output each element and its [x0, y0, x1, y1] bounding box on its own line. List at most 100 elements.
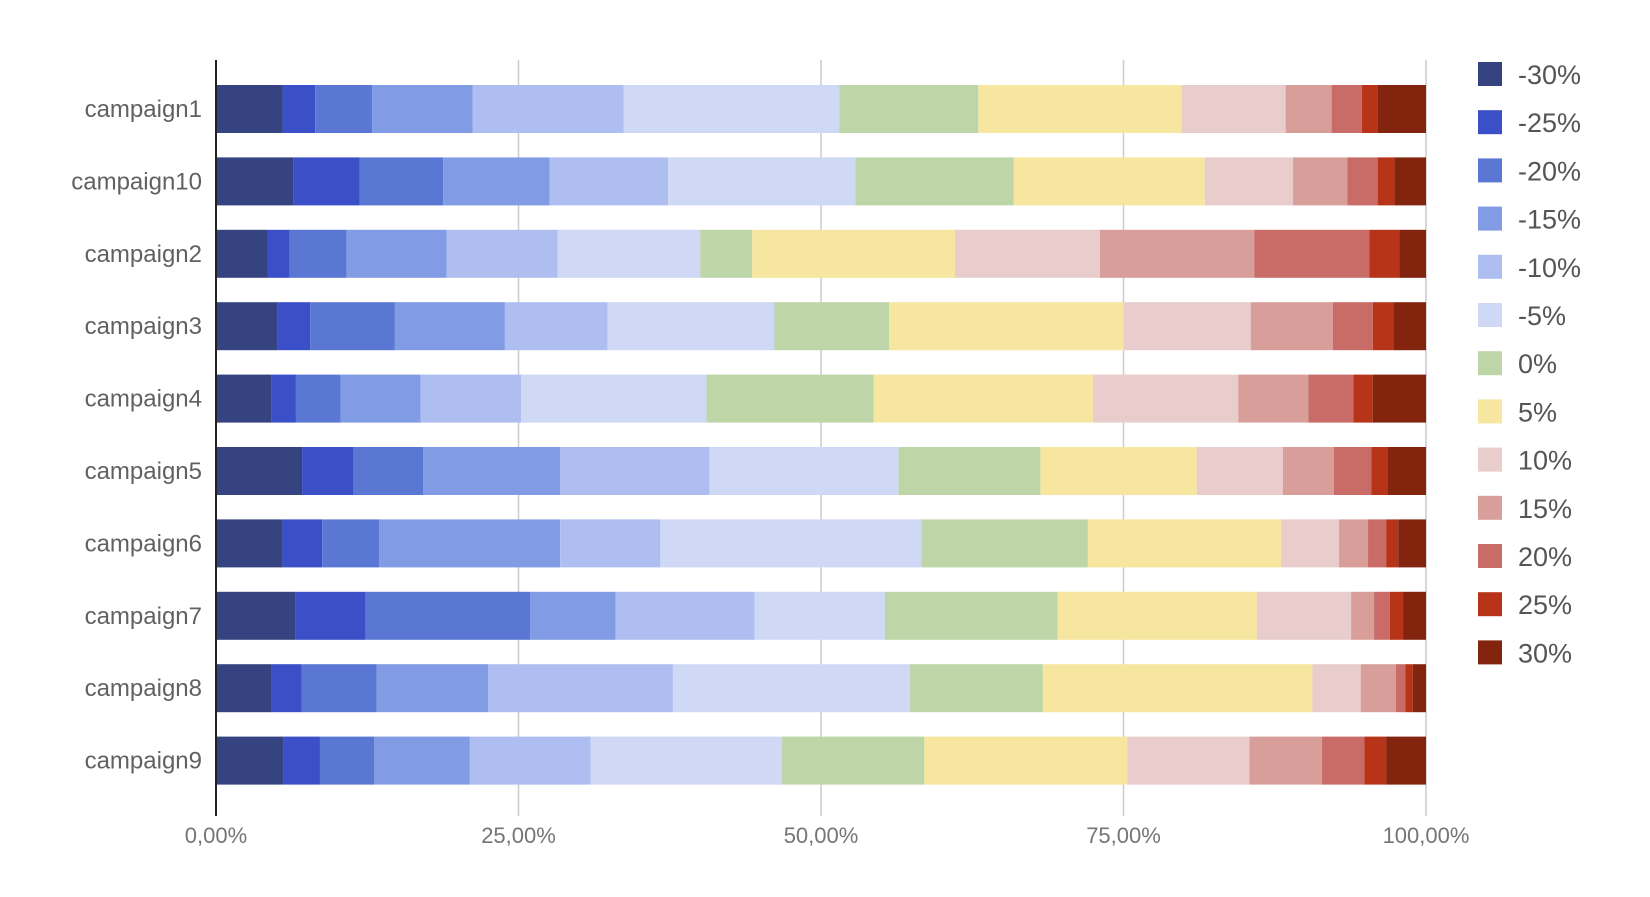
legend-label: 15% — [1518, 494, 1572, 524]
bar-segment — [1256, 591, 1352, 640]
bar-segment — [379, 519, 561, 568]
bar-segment — [672, 664, 910, 713]
bar-segment — [1371, 447, 1388, 495]
bar-segment — [1403, 591, 1426, 640]
legend-label: -30% — [1518, 60, 1581, 90]
bar-segment — [839, 85, 979, 133]
legend-swatch — [1478, 206, 1502, 231]
category-label: campaign1 — [85, 96, 202, 123]
bar-segment — [1360, 664, 1396, 713]
bar-segment — [282, 519, 323, 568]
category-label: campaign8 — [85, 675, 202, 702]
bar-segment — [319, 736, 375, 785]
bar-segment — [1254, 229, 1370, 278]
bar-segment — [1374, 591, 1390, 640]
bar-segment — [590, 736, 782, 785]
bar-segment — [271, 664, 302, 713]
bar-segment — [1399, 229, 1426, 278]
bar-group-campaign4 — [216, 374, 1426, 423]
legend-item: 10% — [1478, 446, 1572, 476]
category-label: campaign10 — [71, 168, 202, 195]
legend-item: 0% — [1478, 349, 1557, 379]
x-tick-label: 0,00% — [185, 823, 247, 848]
bar-segment — [423, 447, 561, 495]
bar-segment — [420, 374, 522, 423]
bar-segment — [1393, 302, 1426, 351]
legend-label: 25% — [1518, 590, 1572, 620]
bar-segment — [1087, 519, 1282, 568]
bar-segment — [1127, 736, 1250, 785]
legend-swatch — [1478, 399, 1502, 424]
bar-segment — [1196, 447, 1283, 495]
bar-segment — [1285, 85, 1332, 133]
bar-segment — [1204, 157, 1294, 206]
bar-segment — [889, 302, 1124, 351]
bar-segment — [774, 302, 890, 351]
x-tick-label: 50,00% — [784, 823, 859, 848]
legend-item: 15% — [1478, 494, 1572, 524]
bar-segment — [301, 664, 377, 713]
x-tick-labels: 0,00% 25,00% 50,00% 75,00% 100,00% — [185, 823, 1470, 848]
bar-segment — [1395, 664, 1406, 713]
bar-segment — [700, 229, 753, 278]
legend-label: -10% — [1518, 253, 1581, 283]
bar-segment — [1123, 302, 1251, 351]
bar-segment — [521, 374, 707, 423]
bar-segment — [271, 374, 296, 423]
bar-segment — [909, 664, 1043, 713]
bar-segment — [216, 229, 268, 278]
bar-segment — [1351, 591, 1375, 640]
bar-segment — [216, 85, 283, 133]
x-tick-label: 75,00% — [1086, 823, 1161, 848]
bar-segment — [873, 374, 1093, 423]
bar-segment — [469, 736, 591, 785]
bar-segment — [267, 229, 290, 278]
bar-group-campaign9 — [216, 736, 1426, 785]
category-label: campaign9 — [85, 748, 202, 775]
bar-segment — [394, 302, 505, 351]
bar-segment — [1372, 302, 1394, 351]
bar-segment — [924, 736, 1128, 785]
bar-segment — [1339, 519, 1369, 568]
bar-group-campaign8 — [216, 664, 1426, 713]
category-label: campaign4 — [85, 386, 202, 413]
bar-segment — [1040, 447, 1197, 495]
bar-segment — [615, 591, 755, 640]
legend: -30% -25% -20% -15% -10% -5% 0% 5% 10% 15% 20% 25% 3… — [1478, 60, 1581, 668]
legend-swatch — [1478, 303, 1502, 327]
bar-segment — [529, 591, 616, 640]
bar-group-campaign7 — [216, 591, 1426, 640]
bar-segment — [1347, 157, 1378, 206]
bar-segment — [216, 374, 272, 423]
bar-segment — [1181, 85, 1286, 133]
bar-group-campaign10 — [216, 157, 1426, 206]
bar-segment — [293, 157, 360, 206]
bar-segment — [955, 229, 1100, 278]
bar-segment — [623, 85, 840, 133]
bar-segment — [282, 85, 316, 133]
bar-segment — [1333, 447, 1372, 495]
legend-item: -30% — [1478, 60, 1581, 90]
category-label: campaign6 — [85, 530, 202, 557]
legend-label: -15% — [1518, 205, 1581, 235]
bar-group-campaign2 — [216, 229, 1426, 278]
bar-segment — [446, 229, 558, 278]
legend-item: 30% — [1478, 638, 1572, 668]
legend-label: 0% — [1518, 349, 1557, 379]
legend-swatch — [1478, 495, 1502, 520]
bar-segment — [1361, 85, 1378, 133]
bar-segment — [1249, 736, 1323, 785]
bar-group-campaign6 — [216, 519, 1426, 568]
bar-segment — [921, 519, 1088, 568]
legend-label: -20% — [1518, 156, 1581, 186]
bar-segment — [1057, 591, 1257, 640]
bar-segment — [1412, 664, 1426, 713]
bar-segment — [302, 447, 354, 495]
bar-segment — [855, 157, 1014, 206]
legend-item: 5% — [1478, 397, 1557, 427]
bar-segment — [781, 736, 925, 785]
legend-label: 10% — [1518, 446, 1572, 476]
bar-segment — [1013, 157, 1205, 206]
